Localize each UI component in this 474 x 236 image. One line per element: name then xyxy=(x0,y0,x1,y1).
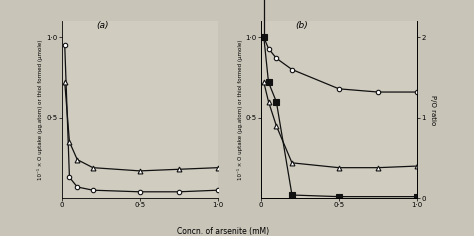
Y-axis label: 10⁻¹ × O uptake (μg.atom) or thiol formed (μmole): 10⁻¹ × O uptake (μg.atom) or thiol forme… xyxy=(37,40,44,180)
Y-axis label: 10⁻¹ × O uptake (μg.atom) or thiol formed (μmole): 10⁻¹ × O uptake (μg.atom) or thiol forme… xyxy=(237,40,243,180)
Y-axis label: P/O ratio: P/O ratio xyxy=(430,95,436,125)
Text: Concn. of arsenite (mM): Concn. of arsenite (mM) xyxy=(177,227,269,236)
Text: (a): (a) xyxy=(96,21,109,30)
Text: (b): (b) xyxy=(295,21,308,30)
